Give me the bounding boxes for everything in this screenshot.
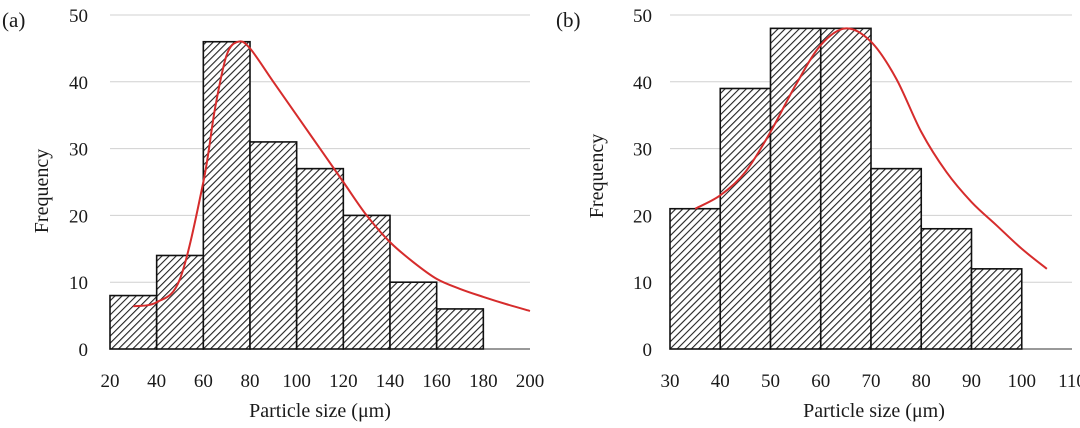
y-tick-label: 20	[633, 206, 652, 227]
histogram-bar	[669, 207, 722, 350]
x-tick-label: 100	[1008, 371, 1037, 392]
x-tick-label: 140	[376, 371, 405, 392]
histogram-bar	[202, 40, 251, 350]
y-tick-label: 30	[69, 140, 88, 161]
x-tick-label: 60	[811, 371, 830, 392]
y-tick-label: 50	[69, 6, 88, 27]
histogram-bar	[295, 167, 345, 350]
x-tick-label: 80	[912, 371, 931, 392]
y-tick-label: 10	[69, 273, 88, 294]
histogram-bar	[249, 141, 298, 350]
x-tick-label: 160	[422, 371, 451, 392]
x-tick-label: 100	[282, 371, 311, 392]
x-tick-label: 90	[962, 371, 981, 392]
fit-curve	[133, 40, 531, 312]
y-tick-label: 40	[633, 73, 652, 94]
y-tick-label: 20	[69, 206, 88, 227]
y-tick-label: 0	[79, 340, 89, 361]
y-tick-label: 50	[633, 6, 652, 27]
histogram-bar	[719, 87, 772, 350]
y-tick-label: 40	[69, 73, 88, 94]
x-tick-label: 120	[329, 371, 358, 392]
x-axis-label: Particle size (μm)	[803, 400, 945, 422]
histogram-bar	[109, 294, 158, 350]
panel-label: (a)	[2, 8, 25, 32]
x-tick-label: 20	[101, 371, 120, 392]
x-axis-label: Particle size (μm)	[249, 400, 391, 422]
histogram-bar	[920, 227, 973, 350]
histogram-bar	[769, 27, 822, 350]
histogram-bar	[870, 167, 923, 350]
chart-panel-b: 0 10 20 30 40 50 30 40 50 60 70 80 90 100 110 (b) Fre…	[556, 6, 1080, 422]
fit-curve	[694, 27, 1048, 270]
x-tick-label: 40	[711, 371, 730, 392]
x-tick-label: 70	[862, 371, 881, 392]
histogram-bar	[342, 214, 391, 350]
histogram-bar	[435, 308, 485, 350]
y-axis-label: Frequency	[31, 149, 53, 233]
y-axis-label: Frequency	[586, 134, 608, 218]
x-tick-label: 50	[761, 371, 780, 392]
panel-label: (b)	[556, 8, 581, 32]
x-tick-label: 80	[241, 371, 260, 392]
chart-panel-a: 0 10 20 30 40 50 20 40 60 80 100 120 140 160 180 200 (…	[2, 6, 544, 422]
x-tick-label: 180	[469, 371, 498, 392]
y-tick-label: 0	[643, 340, 653, 361]
x-tick-label: 110	[1058, 371, 1080, 392]
y-tick-label: 10	[633, 273, 652, 294]
histogram-bar	[155, 254, 205, 350]
histogram-bar	[819, 27, 872, 350]
x-tick-label: 30	[661, 371, 680, 392]
histogram-bar	[970, 268, 1023, 350]
x-tick-label: 60	[194, 371, 213, 392]
y-tick-label: 30	[633, 140, 652, 161]
x-tick-label: 200	[516, 371, 545, 392]
histogram-bar	[389, 281, 438, 350]
x-tick-label: 40	[147, 371, 166, 392]
